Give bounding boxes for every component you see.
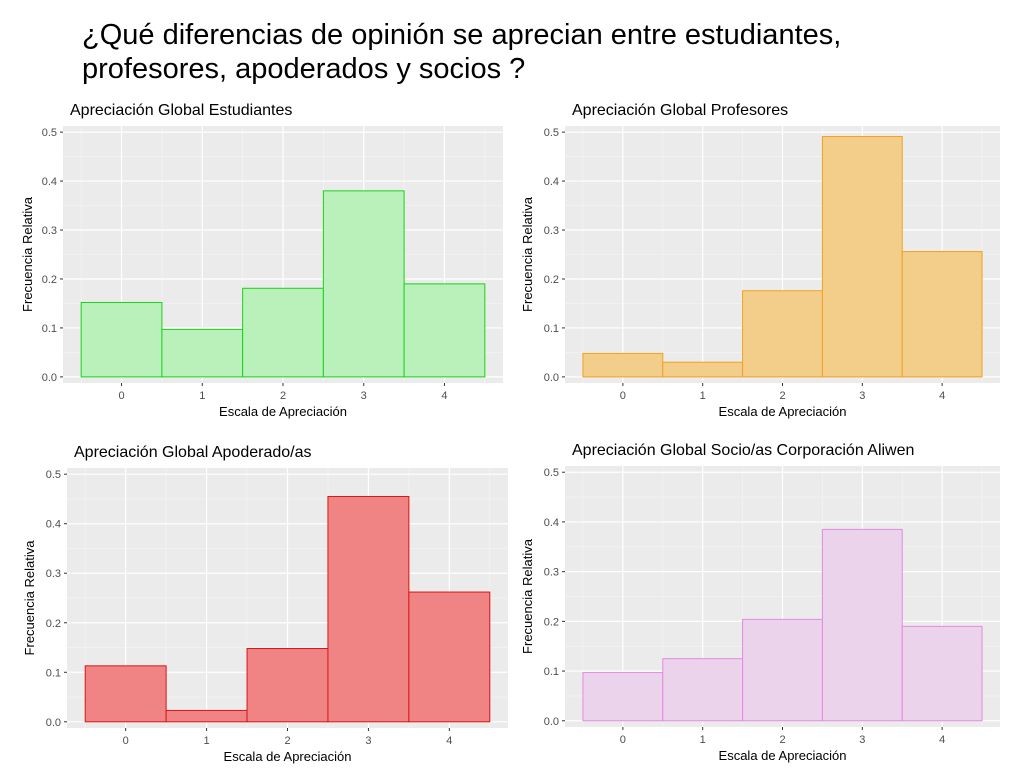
x-tick-label: 4 bbox=[441, 390, 447, 402]
x-tick-label: 1 bbox=[204, 735, 210, 747]
y-tick-label: 0.5 bbox=[42, 127, 57, 139]
y-tick-label: 0.3 bbox=[42, 225, 57, 237]
x-tick-label: 2 bbox=[284, 735, 290, 747]
chart-title: Apreciación Global Estudiantes bbox=[70, 102, 292, 119]
x-tick-label: 3 bbox=[365, 735, 371, 747]
x-tick-label: 1 bbox=[199, 390, 205, 402]
y-tick-label: 0.5 bbox=[544, 467, 559, 479]
x-axis-label: Escala de Apreciación bbox=[219, 404, 347, 419]
y-tick-label: 0.2 bbox=[544, 274, 559, 286]
y-axis-label: Frecuencia Relativa bbox=[520, 538, 535, 654]
x-axis-label: Escala de Apreciación bbox=[719, 404, 847, 419]
bar-2 bbox=[742, 290, 823, 378]
x-tick-label: 2 bbox=[779, 734, 785, 746]
chart-socios: Apreciación Global Socio/as Corporación … bbox=[520, 442, 1000, 763]
x-tick-label: 4 bbox=[446, 735, 452, 747]
bar-2 bbox=[242, 287, 324, 378]
bar-3 bbox=[821, 136, 903, 378]
y-tick-label: 0.4 bbox=[42, 176, 57, 188]
bar-2 bbox=[742, 618, 823, 722]
y-tick-label: 0.5 bbox=[46, 469, 61, 481]
chart-title: Apreciación Global Socio/as Corporación … bbox=[572, 442, 914, 459]
bar-1 bbox=[662, 361, 744, 378]
bar-1 bbox=[165, 709, 248, 723]
y-tick-label: 0.1 bbox=[42, 323, 57, 335]
x-tick-label: 4 bbox=[939, 734, 945, 746]
y-axis-label: Frecuencia Relativa bbox=[20, 196, 35, 312]
x-tick-label: 3 bbox=[859, 390, 865, 402]
bar-3 bbox=[327, 495, 410, 723]
y-tick-label: 0.2 bbox=[46, 618, 61, 630]
y-tick-label: 0.4 bbox=[46, 519, 61, 531]
y-tick-label: 0.4 bbox=[544, 176, 559, 188]
bar-4 bbox=[901, 251, 983, 378]
x-tick-label: 3 bbox=[859, 734, 865, 746]
chart-estudiantes: Apreciación Global Estudiantes 0.0 0.1 0.2 0… bbox=[20, 102, 503, 419]
x-tick-label: 0 bbox=[620, 390, 626, 402]
y-tick-label: 0.4 bbox=[544, 517, 559, 529]
bar-0 bbox=[84, 665, 167, 723]
y-tick-label: 0.0 bbox=[544, 372, 559, 384]
y-axis-label: Frecuencia Relativa bbox=[520, 196, 535, 312]
bar-4 bbox=[901, 625, 983, 722]
y-tick-label: 0.3 bbox=[544, 567, 559, 579]
y-tick-label: 0.3 bbox=[46, 568, 61, 580]
x-tick-label: 1 bbox=[700, 734, 706, 746]
y-tick-label: 0.1 bbox=[544, 323, 559, 335]
y-tick-label: 0.2 bbox=[544, 616, 559, 628]
y-tick-label: 0.0 bbox=[42, 372, 57, 384]
x-tick-label: 2 bbox=[280, 390, 286, 402]
x-axis-label: Escala de Apreciación bbox=[719, 748, 847, 763]
chart-apoderados: Apreciación Global Apoderado/as 0.0 0.1 0.2… bbox=[22, 444, 508, 764]
x-tick-label: 0 bbox=[118, 390, 124, 402]
bar-3 bbox=[821, 528, 903, 722]
bar-0 bbox=[582, 352, 664, 378]
chart-profesores: Apreciación Global Profesores 0.0 0.1 0.2 0.… bbox=[520, 102, 1000, 419]
chart-title: Apreciación Global Apoderado/as bbox=[74, 444, 312, 461]
y-tick-label: 0.3 bbox=[544, 225, 559, 237]
x-tick-label: 2 bbox=[779, 390, 785, 402]
x-axis-label: Escala de Apreciación bbox=[224, 749, 352, 764]
chart-title: Apreciación Global Profesores bbox=[572, 102, 788, 119]
y-tick-label: 0.1 bbox=[544, 666, 559, 678]
x-tick-label: 0 bbox=[123, 735, 129, 747]
y-tick-label: 0.2 bbox=[42, 274, 57, 286]
bar-0 bbox=[582, 672, 664, 722]
bar-2 bbox=[246, 648, 329, 723]
bar-1 bbox=[161, 328, 244, 378]
y-tick-label: 0.0 bbox=[46, 717, 61, 729]
x-tick-label: 3 bbox=[361, 390, 367, 402]
x-tick-label: 0 bbox=[620, 734, 626, 746]
y-tick-label: 0.5 bbox=[544, 127, 559, 139]
bar-3 bbox=[322, 190, 405, 378]
y-tick-label: 0.1 bbox=[46, 667, 61, 679]
bar-4 bbox=[408, 591, 491, 723]
bar-1 bbox=[662, 658, 744, 722]
bar-4 bbox=[403, 283, 486, 378]
x-tick-label: 4 bbox=[939, 390, 945, 402]
bar-0 bbox=[80, 301, 163, 378]
y-axis-label: Frecuencia Relativa bbox=[22, 540, 37, 656]
y-tick-label: 0.0 bbox=[544, 716, 559, 728]
x-tick-label: 1 bbox=[700, 390, 706, 402]
slide-title: ¿Qué diferencias de opinión se aprecian … bbox=[82, 19, 842, 85]
